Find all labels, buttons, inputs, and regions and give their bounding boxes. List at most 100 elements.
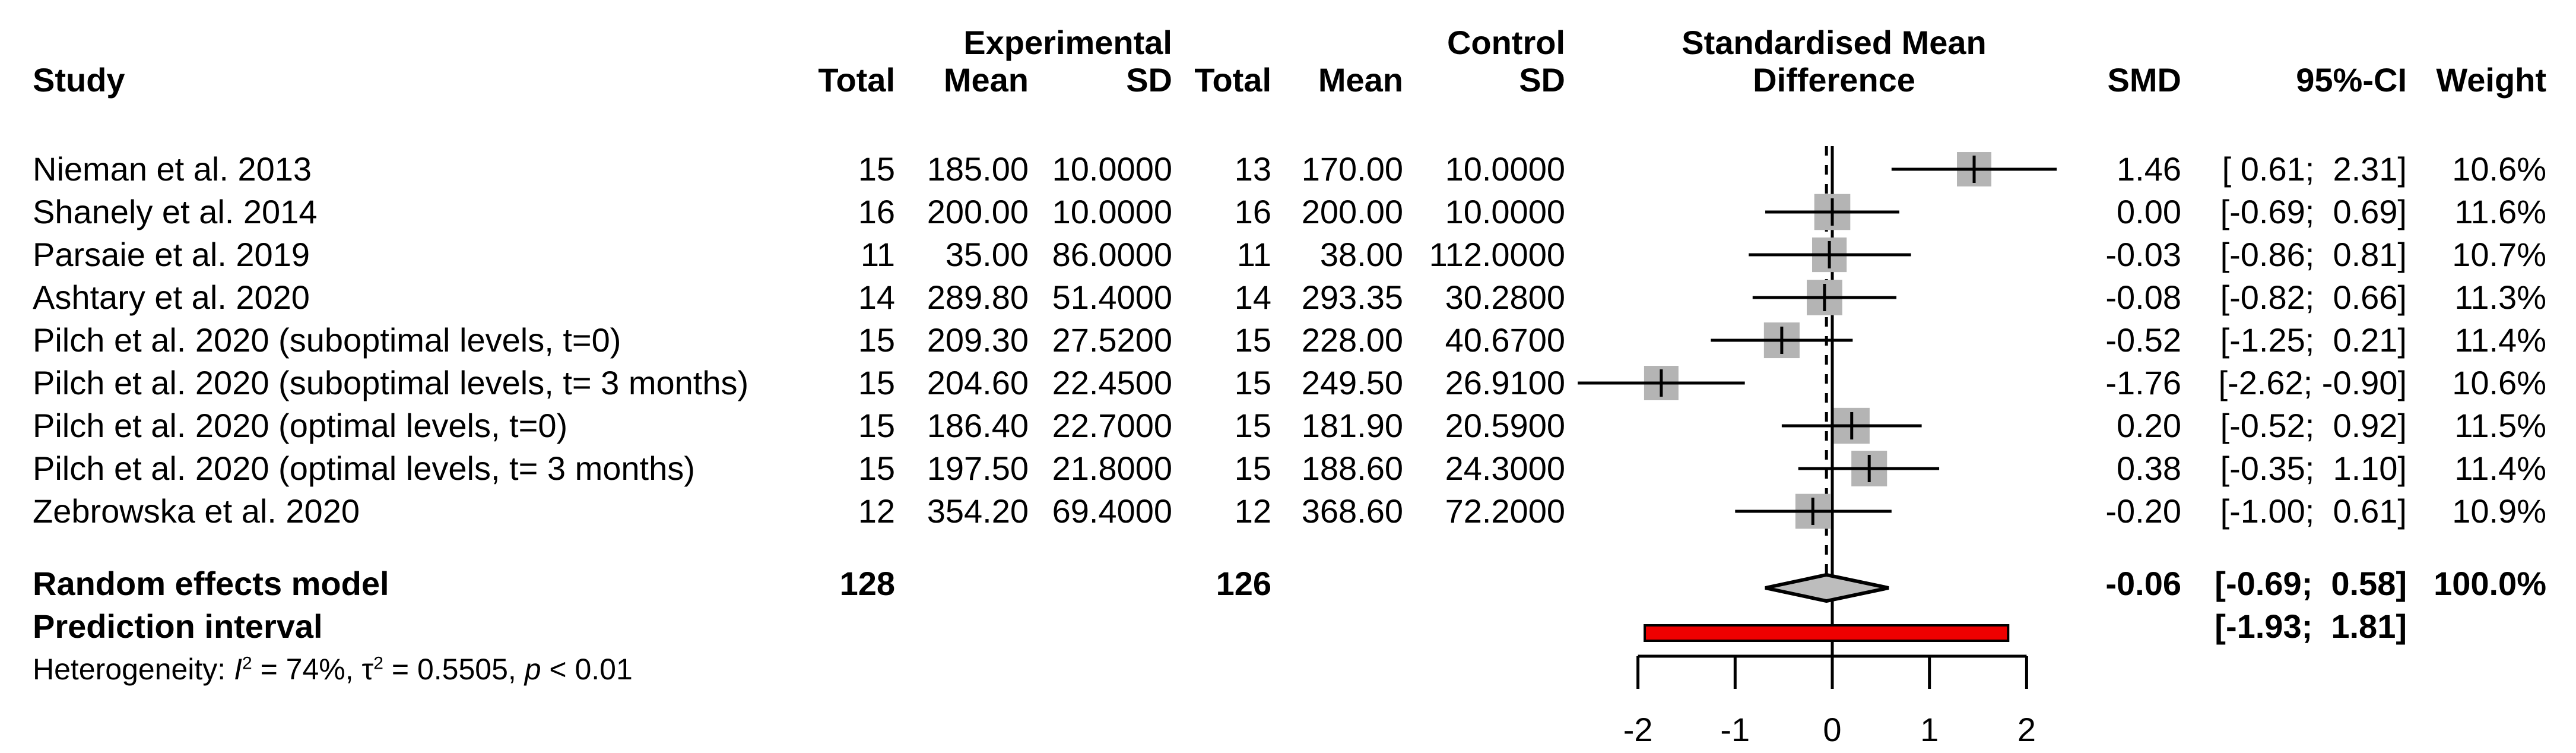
ctrl-sd-value: 30.2800 (1445, 279, 1565, 316)
study-name: Pilch et al. 2020 (suboptimal levels, t=… (33, 321, 621, 359)
exp-total-value: 14 (858, 279, 895, 316)
exp-mean-value: 289.80 (927, 279, 1029, 316)
exp-mean-value: 197.50 (927, 450, 1029, 487)
ctrl-sd-value: 72.2000 (1445, 492, 1565, 530)
ci-value: [-2.62; -0.90] (2218, 364, 2407, 401)
random-effects-diamond (1765, 572, 1889, 603)
weight-value: 11.3% (2454, 279, 2546, 316)
ci-value: [-0.52; 0.92] (2220, 407, 2407, 444)
heterogeneity-fragment: < 0.01 (541, 653, 633, 686)
smd-value: 0.38 (2117, 450, 2181, 487)
heterogeneity-fragment: I (234, 653, 242, 686)
ci-value: [-0.86; 0.81] (2220, 236, 2407, 273)
study-row: Pilch et al. 2020 (suboptimal levels, t=… (0, 362, 2576, 404)
ci-value: [-1.25; 0.21] (2220, 321, 2407, 359)
exp-mean-value: 204.60 (927, 364, 1029, 401)
ci-value: [-0.35; 1.10] (2220, 450, 2407, 487)
weight-value: 11.6% (2454, 193, 2546, 230)
study-row: Pilch et al. 2020 (suboptimal levels, t=… (0, 319, 2576, 362)
study-row: Pilch et al. 2020 (optimal levels, t= 3 … (0, 447, 2576, 490)
exp-sd-value: 10.0000 (1052, 193, 1172, 230)
prediction-interval-row: Prediction interval [-1.93; 1.81] (0, 605, 2576, 648)
header-experimental-group: Experimental (963, 24, 1172, 61)
exp-mean-value: 35.00 (945, 236, 1029, 273)
weight-value: 10.6% (2452, 150, 2546, 188)
exp-sd-value: 22.7000 (1052, 407, 1172, 444)
exp-total-value: 15 (858, 407, 895, 444)
random-effects-weight: 100.0% (2434, 565, 2546, 602)
ctrl-total-value: 13 (1234, 150, 1271, 188)
ctrl-total-value: 15 (1234, 407, 1271, 444)
heterogeneity-fragment: 2 (242, 653, 252, 673)
ctrl-sd-value: 40.6700 (1445, 321, 1565, 359)
header-exp-sd: SD (1126, 61, 1172, 99)
exp-mean-value: 200.00 (927, 193, 1029, 230)
exp-mean-value: 185.00 (927, 150, 1029, 188)
exp-sd-value: 51.4000 (1052, 279, 1172, 316)
ctrl-mean-value: 293.35 (1301, 279, 1403, 316)
study-row: Zebrowska et al. 2020 12 354.20 69.4000 12 36… (0, 490, 2576, 533)
exp-sd-value: 10.0000 (1052, 150, 1172, 188)
ctrl-mean-value: 200.00 (1301, 193, 1403, 230)
ctrl-sd-value: 10.0000 (1445, 150, 1565, 188)
ctrl-total-value: 12 (1234, 492, 1271, 530)
smd-value: -1.76 (2105, 364, 2181, 401)
study-name: Zebrowska et al. 2020 (33, 492, 360, 530)
heterogeneity-fragment: τ (361, 653, 374, 686)
ci-value: [-0.82; 0.66] (2220, 279, 2407, 316)
exp-mean-value: 209.30 (927, 321, 1029, 359)
study-name: Nieman et al. 2013 (33, 150, 312, 188)
study-name: Pilch et al. 2020 (suboptimal levels, t=… (33, 364, 749, 401)
ctrl-total-value: 16 (1234, 193, 1271, 230)
x-axis-tick-label: 2 (2017, 711, 2036, 748)
study-name: Ashtary et al. 2020 (33, 279, 310, 316)
header-ci: 95%-CI (2296, 61, 2407, 99)
heterogeneity-fragment: = 0.5505, (383, 653, 525, 686)
random-effects-ctrl-total: 126 (1216, 565, 1271, 602)
header-ctrl-mean: Mean (1318, 61, 1403, 99)
study-row: Ashtary et al. 2020 14 289.80 51.4000 14 293.… (0, 276, 2576, 319)
ctrl-mean-value: 170.00 (1301, 150, 1403, 188)
header-ctrl-sd: SD (1519, 61, 1565, 99)
study-row: Parsaie et al. 2019 11 35.00 86.0000 11 38.00… (0, 233, 2576, 276)
ci-value: [ 0.61; 2.31] (2222, 150, 2407, 188)
study-name: Pilch et al. 2020 (optimal levels, t=0) (33, 407, 568, 444)
smd-value: -0.52 (2105, 321, 2181, 359)
smd-value: -0.03 (2105, 236, 2181, 273)
header-exp-total: Total (818, 61, 895, 99)
prediction-interval-bar (1644, 624, 2010, 642)
ctrl-sd-value: 24.3000 (1445, 450, 1565, 487)
ctrl-sd-value: 26.9100 (1445, 364, 1565, 401)
weight-value: 10.6% (2452, 364, 2546, 401)
header-plot-title-line2: Difference (1753, 61, 1915, 99)
weight-value: 11.5% (2454, 407, 2546, 444)
ctrl-total-value: 15 (1234, 364, 1271, 401)
header-weight: Weight (2436, 61, 2546, 99)
weight-value: 11.4% (2454, 450, 2546, 487)
smd-value: 0.00 (2117, 193, 2181, 230)
exp-sd-value: 27.5200 (1052, 321, 1172, 359)
x-axis-tick-label: 1 (1920, 711, 1939, 748)
prediction-interval-label: Prediction interval (33, 608, 323, 645)
ctrl-total-value: 15 (1234, 321, 1271, 359)
ctrl-mean-value: 228.00 (1301, 321, 1403, 359)
x-axis-tick-label: -2 (1623, 711, 1653, 748)
study-row: Pilch et al. 2020 (optimal levels, t=0) 1… (0, 404, 2576, 447)
weight-value: 10.9% (2452, 492, 2546, 530)
exp-sd-value: 69.4000 (1052, 492, 1172, 530)
study-row: Nieman et al. 2013 15 185.00 10.0000 13 170.0… (0, 148, 2576, 191)
header-control-group: Control (1446, 24, 1565, 61)
study-row: Shanely et al. 2014 16 200.00 10.0000 16 200.… (0, 191, 2576, 233)
ctrl-mean-value: 249.50 (1301, 364, 1403, 401)
exp-total-value: 15 (858, 364, 895, 401)
smd-value: 0.20 (2117, 407, 2181, 444)
random-effects-smd: -0.06 (2105, 565, 2181, 602)
study-name: Shanely et al. 2014 (33, 193, 318, 230)
exp-total-value: 16 (858, 193, 895, 230)
weight-value: 10.7% (2452, 236, 2546, 273)
exp-total-value: 15 (858, 321, 895, 359)
heterogeneity-fragment: Heterogeneity: (33, 653, 234, 686)
heterogeneity-row: Heterogeneity: I2 = 74%, τ2 = 0.5505, p … (0, 648, 2576, 691)
random-effects-exp-total: 128 (839, 565, 895, 602)
